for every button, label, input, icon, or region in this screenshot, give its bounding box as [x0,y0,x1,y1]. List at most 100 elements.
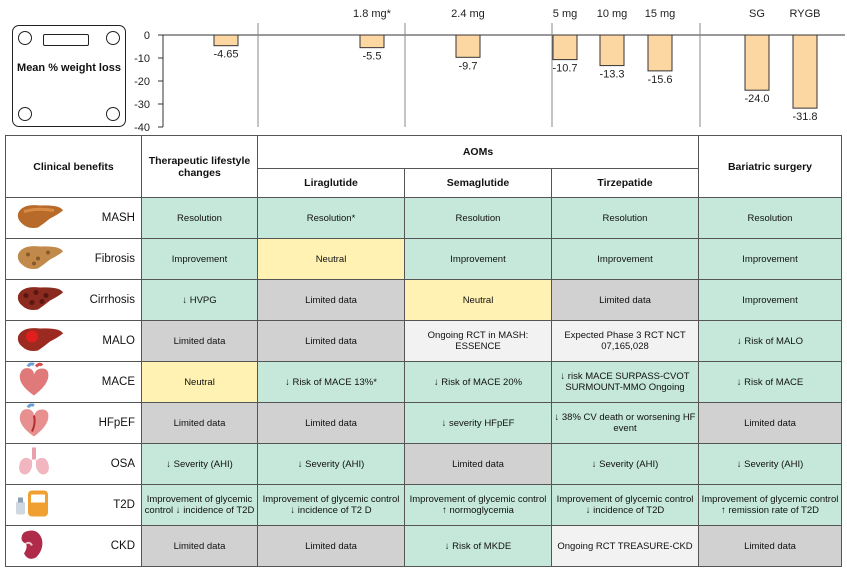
table-cell: Limited data [551,279,699,321]
table-cell: ↓ Severity (AHI) [551,443,699,485]
header-semaglutide: Semaglutide [404,168,552,198]
table-cell: Resolution [698,197,842,239]
table-row: MALO Limited data Limited data Ongoing RCT … [5,320,842,362]
table-cell: Limited data [141,402,258,444]
table-cell: Improvement of glycemic control ↑ remiss… [698,484,842,526]
bar-value-label: -4.65 [213,49,238,61]
table-cell: ↓ Risk of MACE [698,361,842,403]
table-row: Cirrhosis ↓ HVPG Limited data Neutral Limite… [5,279,842,321]
bar [792,34,818,109]
row-label-ckd: CKD [5,525,142,567]
table-row: OSA ↓ Severity (AHI) ↓ Severity (AHI) Limit… [5,443,842,485]
cirrhotic-liver-icon [14,284,66,317]
bar-value-label: -5.5 [363,51,382,63]
liver-tumor-icon [14,325,66,358]
y-tick-label: -10 [134,53,150,65]
bar-category-label: 1.8 mg* [353,8,392,20]
scale-foot-icon [106,31,120,45]
table-row: T2D Improvement of glycemic control ↓ inc… [5,484,842,526]
liver-icon [14,202,66,235]
scale-foot-icon [106,107,120,121]
table-cell: Limited data [141,525,258,567]
row-label-text: MALO [102,334,135,347]
bar [744,34,770,91]
table-cell: ↓ Risk of MALO [698,320,842,362]
table-cell: Improvement [141,238,258,280]
table-row: MASH Resolution Resolution* Resolution Resol… [5,197,842,239]
y-tick-label: 0 [144,30,150,42]
table-cell: Improvement of glycemic control ↑ normog… [404,484,552,526]
table-cell: Ongoing RCT in MASH: ESSENCE [404,320,552,362]
y-tick-label: -20 [134,76,150,88]
table-cell: ↓ severity HFpEF [404,402,552,444]
row-label-cirrhosis: Cirrhosis [5,279,142,321]
bar-value-label: -9.7 [459,60,478,72]
row-label-text: Cirrhosis [89,293,135,306]
bar [359,34,385,49]
clinical-benefits-table: Clinical benefits Therapeutic lifestyle … [5,135,842,567]
bar-category-label: 10 mg [597,8,628,20]
row-label-text: OSA [110,457,135,470]
table-cell: Neutral [404,279,552,321]
row-label-text: Fibrosis [94,252,135,265]
bar-value-label: -15.6 [647,74,672,86]
row-label-fibrosis: Fibrosis [5,238,142,280]
header-therapeutic-lifestyle: Therapeutic lifestyle changes [141,135,258,198]
table-cell: Limited data [404,443,552,485]
table-row: MACE Neutral ↓ Risk of MACE 13%* ↓ Risk of … [5,361,842,403]
table-row: HFpEF Limited data Limited data ↓ severity … [5,402,842,444]
table-cell: Resolution [141,197,258,239]
bar-category-label: RYGB [790,8,821,20]
weight-loss-chart: Mean % weight loss 0 -10 -20 -30 -40 -4.65 1.8… [0,0,847,132]
table-cell: Limited data [257,525,405,567]
header-bariatric-surgery: Bariatric surgery [698,135,842,198]
header-tirzepatide: Tirzepatide [551,168,699,198]
table-cell: ↓ 38% CV death or worsening HF event [551,402,699,444]
table-cell: Neutral [141,361,258,403]
y-tick-label: -40 [134,122,150,132]
bar-chart-svg: 0 -10 -20 -30 -40 -4.65 1.8 mg* -5.5 2.4 mg -9.7 5… [134,8,845,132]
table-cell: ↓ Risk of MACE 13%* [257,361,405,403]
heart-icon [14,362,54,402]
table-cell: ↓ HVPG [141,279,258,321]
table-row: Fibrosis Improvement Neutral Improvement Imp… [5,238,842,280]
table-cell: Limited data [257,320,405,362]
bar-category-label: SG [749,8,765,20]
table-cell: Improvement [551,238,699,280]
table-cell: Limited data [698,525,842,567]
glucometer-icon [14,488,58,523]
table-cell: Expected Phase 3 RCT NCT 07,165,028 [551,320,699,362]
table-cell: Improvement [698,279,842,321]
bar [213,34,239,47]
row-label-mash: MASH [5,197,142,239]
table-cell: Limited data [257,402,405,444]
table-cell: Resolution [404,197,552,239]
chart-title: Mean % weight loss [17,62,121,74]
table-cell: ↓ Severity (AHI) [141,443,258,485]
row-label-osa: OSA [5,443,142,485]
bar-value-label: -31.8 [792,111,817,123]
heart-failure-icon [14,403,54,443]
bar-category-label: 2.4 mg [451,8,485,20]
table-cell: Resolution* [257,197,405,239]
bar-category-label: 15 mg [645,8,676,20]
bar-category-label: 5 mg [553,8,577,20]
y-tick-label: -30 [134,99,150,111]
table-cell: ↓ risk MACE SURPASS-CVOT SURMOUNT-MMO On… [551,361,699,403]
row-label-t2d: T2D [5,484,142,526]
table-cell: Neutral [257,238,405,280]
row-label-text: CKD [110,539,135,552]
table-cell: Resolution [551,197,699,239]
bar-value-label: -10.7 [552,63,577,75]
row-label-mace: MACE [5,361,142,403]
scale-icon: Mean % weight loss [12,25,126,127]
scale-foot-icon [18,31,32,45]
table-row: CKD Limited data Limited data ↓ Risk of MKD… [5,525,842,567]
header-clinical-benefits: Clinical benefits [5,135,142,198]
lungs-icon [14,447,54,482]
table-cell: ↓ Risk of MKDE [404,525,552,567]
header-liraglutide: Liraglutide [257,168,405,198]
scale-display-icon [43,34,89,46]
bar-value-label: -24.0 [744,93,769,105]
row-label-hfpef: HFpEF [5,402,142,444]
